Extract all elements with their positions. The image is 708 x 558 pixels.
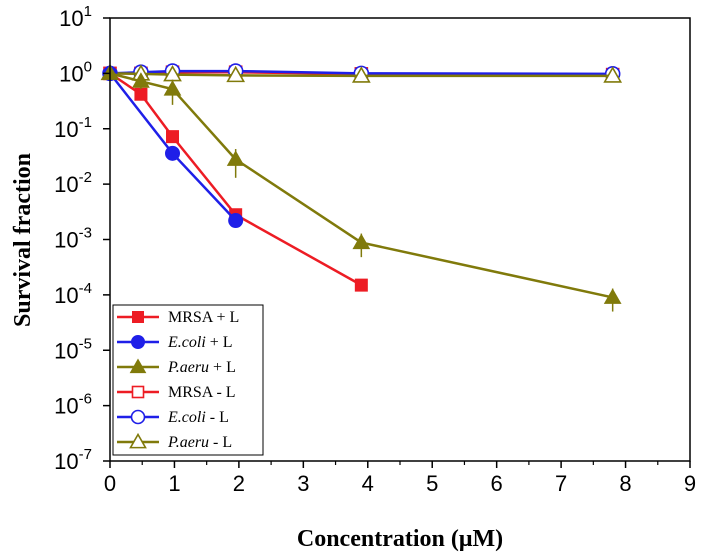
x-tick-label: 7 bbox=[555, 471, 567, 496]
legend-item: P.aeru - L bbox=[117, 432, 232, 451]
legend-label: P.aeru - L bbox=[167, 434, 232, 451]
x-tick-label: 1 bbox=[168, 471, 180, 496]
x-tick-label: 4 bbox=[362, 471, 374, 496]
x-tick-label: 9 bbox=[684, 471, 696, 496]
legend-item: E.coli - L bbox=[117, 409, 229, 426]
x-tick-label: 3 bbox=[297, 471, 309, 496]
legend-label: E.coli + L bbox=[167, 334, 233, 351]
legend-box bbox=[112, 304, 264, 456]
legend-marker bbox=[131, 385, 145, 399]
data-point bbox=[603, 288, 622, 304]
data-point bbox=[163, 80, 182, 96]
x-tick-label: 8 bbox=[619, 471, 631, 496]
legend-item: P.aeru + L bbox=[117, 358, 236, 376]
legend-marker bbox=[130, 409, 146, 425]
y-tick-label: 10-5 bbox=[54, 335, 92, 363]
x-tick-label: 5 bbox=[426, 471, 438, 496]
y-tick-label: 10-1 bbox=[54, 114, 92, 142]
data-point bbox=[351, 66, 371, 83]
y-tick-label: 10-4 bbox=[54, 280, 92, 308]
legend-label: E.coli - L bbox=[167, 409, 229, 426]
data-point bbox=[603, 66, 623, 83]
data-point bbox=[226, 150, 245, 166]
series-p-aeru-l bbox=[101, 64, 622, 312]
data-point bbox=[166, 130, 180, 144]
legend-marker bbox=[129, 358, 147, 374]
data-point bbox=[134, 87, 148, 101]
series-line bbox=[109, 72, 613, 299]
y-tick-label: 10-2 bbox=[54, 169, 92, 197]
data-point bbox=[352, 233, 371, 250]
data-point bbox=[354, 278, 368, 292]
legend-marker bbox=[129, 432, 147, 449]
y-tick-label: 100 bbox=[59, 58, 92, 86]
legend-label: MRSA - L bbox=[168, 384, 236, 401]
x-axis-title: Concentration (μM) bbox=[297, 526, 503, 552]
x-tick-label: 0 bbox=[104, 471, 116, 496]
data-point bbox=[165, 145, 181, 161]
legend-marker bbox=[132, 311, 144, 323]
series-line bbox=[109, 72, 362, 287]
legend-label: P.aeru + L bbox=[167, 359, 236, 376]
legend-marker bbox=[131, 335, 145, 349]
y-axis-title: Survival fraction bbox=[10, 153, 36, 327]
y-tick-label: 10-7 bbox=[54, 446, 92, 474]
legend-item: MRSA - L bbox=[117, 384, 236, 401]
data-point bbox=[226, 65, 246, 83]
data-point bbox=[228, 213, 244, 229]
y-tick-label: 101 bbox=[59, 3, 92, 31]
y-tick-label: 10-3 bbox=[54, 225, 92, 253]
legend-item: E.coli + L bbox=[117, 334, 233, 351]
legend-label: MRSA + L bbox=[168, 309, 239, 326]
data-point bbox=[132, 72, 150, 88]
series-mrsa-l bbox=[103, 66, 368, 292]
legend-item: MRSA + L bbox=[117, 309, 239, 326]
y-tick-label: 10-6 bbox=[54, 391, 92, 419]
x-tick-label: 6 bbox=[491, 471, 503, 496]
x-tick-label: 2 bbox=[233, 471, 245, 496]
